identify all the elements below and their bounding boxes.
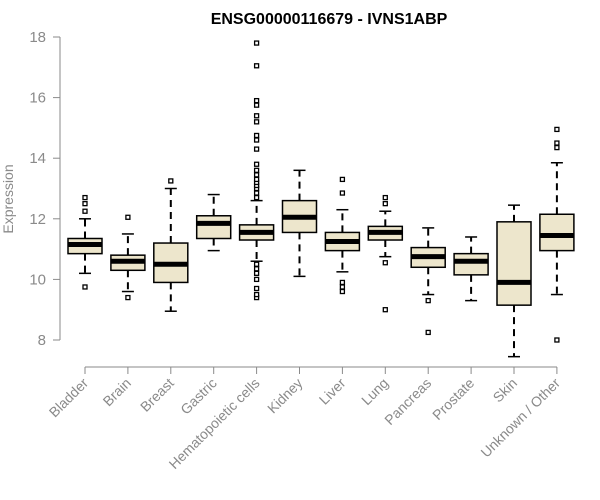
outlier-point (253, 132, 260, 139)
box-iqr (539, 213, 575, 252)
y-tick-label: 10 (29, 271, 46, 288)
boxes (67, 40, 575, 358)
outlier-point (253, 63, 260, 69)
outlier-point (382, 200, 388, 207)
box-7 (367, 194, 404, 313)
x-tick-label: Prostate (429, 375, 477, 423)
box-9 (453, 236, 489, 302)
outlier-point (253, 161, 260, 167)
outlier-point (425, 297, 431, 304)
outlier-point (554, 140, 560, 146)
box-iqr (496, 221, 532, 306)
box-iqr (195, 215, 232, 240)
box-2 (153, 178, 189, 312)
x-tick-label: Unknown / Other (477, 375, 563, 461)
outlier-point (82, 284, 88, 290)
box-0 (67, 194, 103, 290)
box-4 (238, 40, 275, 301)
outlier-point (125, 294, 131, 301)
box-iqr (453, 252, 489, 276)
outlier-point (253, 102, 260, 108)
x-tick-label: Lung (358, 375, 391, 408)
outlier-point (253, 261, 260, 267)
outlier-point (339, 284, 346, 290)
outlier-point (253, 270, 260, 276)
outlier-point (253, 119, 260, 125)
outlier-point (82, 208, 88, 214)
box-3 (195, 193, 232, 252)
x-tick-label: Bladder (46, 375, 92, 421)
y-tick-label: 18 (29, 29, 46, 46)
outlier-point (82, 194, 88, 201)
box-1 (110, 214, 146, 301)
outlier-point (382, 260, 388, 266)
x-tick-label: Brain (100, 375, 134, 409)
y-axis-label: Expression (0, 164, 16, 233)
outlier-point (253, 172, 260, 178)
outlier-point (253, 266, 260, 272)
x-tick-label: Gastric (177, 375, 220, 418)
outlier-point (253, 291, 260, 298)
y-tick-label: 14 (29, 150, 46, 167)
outlier-point (339, 176, 346, 183)
outlier-point (253, 97, 260, 104)
box-6 (324, 176, 361, 295)
x-tick-label: Breast (137, 375, 177, 415)
outlier-point (253, 285, 260, 292)
y-tick-label: 12 (29, 211, 46, 228)
x-tick-label: Liver (316, 375, 349, 408)
outlier-point (253, 137, 260, 143)
outlier-point (554, 126, 560, 133)
y-tick-label: 16 (29, 90, 46, 107)
outlier-point (339, 190, 346, 196)
outlier-point (253, 176, 260, 183)
outlier-point (253, 190, 260, 196)
outlier-point (253, 194, 260, 201)
outlier-point (382, 307, 388, 313)
outlier-point (82, 200, 88, 207)
outlier-point (425, 329, 431, 336)
y-tick-label: 8 (38, 332, 46, 349)
outlier-point (253, 40, 260, 46)
outlier-point (382, 194, 388, 201)
x-tick-label: Skin (490, 375, 521, 406)
outlier-point (339, 279, 346, 286)
y-ticks: 8 10 12 14 16 18 (29, 29, 60, 349)
outlier-point (125, 214, 131, 220)
outlier-point (554, 144, 560, 151)
outlier-point (339, 288, 346, 295)
outlier-point (253, 113, 260, 119)
x-tick-label: Kidney (264, 375, 306, 417)
x-tick-label: Pancreas (381, 375, 434, 428)
outlier-point (554, 337, 560, 343)
outlier-point (253, 276, 260, 283)
outlier-point (168, 178, 174, 184)
box-10 (496, 204, 532, 358)
box-8 (410, 227, 446, 336)
box-11 (539, 126, 575, 343)
chart-title: ENSG00000116679 - IVNS1ABP (211, 11, 448, 28)
outlier-point (253, 167, 260, 173)
box-5 (281, 169, 318, 278)
outlier-point (253, 146, 260, 152)
